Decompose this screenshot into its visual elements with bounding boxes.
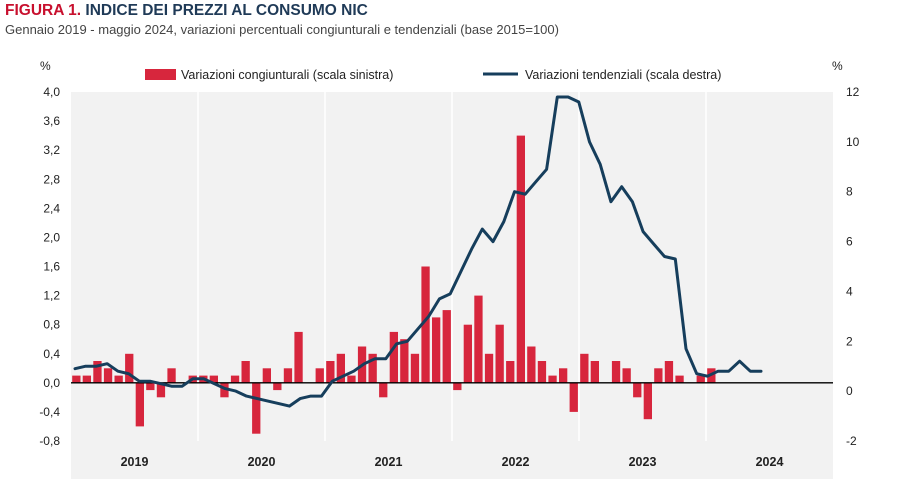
bar [146,382,155,391]
left-tick-label: 4,0 [43,85,60,99]
right-tick-label: 10 [846,135,860,149]
year-label: 2020 [248,455,276,469]
left-tick-label: 3,6 [43,114,60,128]
x-axis-band [71,441,833,479]
left-axis-ticks: 4,0 3,6 3,2 2,8 2,4 2,0 1,6 1,2 0,8 0,4 0,0 -0,4 -0,… [39,85,60,448]
year-label: 2022 [502,455,530,469]
bar [273,382,282,391]
left-tick-label: 0,0 [43,376,60,390]
bar [230,375,240,383]
year-labels: 2019 2020 2021 2022 2023 2024 [121,455,784,469]
bar [315,368,324,383]
year-label: 2023 [629,455,657,469]
left-tick-label: 2,4 [43,201,60,215]
bar [241,361,250,383]
bar [569,382,578,412]
bar [654,368,663,383]
bar [474,295,483,383]
left-tick-label: 1,2 [43,289,60,303]
bar [135,382,144,427]
bar [326,361,335,383]
chart-subtitle: Gennaio 2019 - maggio 2024, variazioni p… [5,22,559,37]
bar [442,310,451,383]
bar [495,324,504,383]
figure-label: FIGURA 1. [5,2,82,19]
bar [93,361,102,383]
bar [156,382,166,398]
year-label: 2024 [756,455,784,469]
bar [336,353,345,383]
bar-series [72,135,716,434]
bar [453,382,462,391]
bar [463,324,472,383]
bar [72,375,81,383]
bar [696,375,705,383]
bar [516,135,525,383]
bar [421,266,430,383]
bar [125,353,134,383]
trend-line [73,95,763,408]
bar [294,331,303,383]
bar [432,317,441,383]
bar [622,368,631,383]
right-tick-label: -2 [846,434,857,448]
left-tick-label: -0,8 [39,434,60,448]
bar [664,361,674,383]
bar [220,382,229,398]
legend-bar-swatch [145,69,176,80]
bar [252,382,261,434]
legend-bar-label: Variazioni congiunturali (scala sinistra… [181,68,393,82]
bar [103,368,113,383]
year-label: 2019 [121,455,149,469]
bar [410,353,420,383]
bar [559,368,568,383]
year-label: 2021 [375,455,403,469]
right-tick-label: 4 [846,284,853,298]
bar [262,368,271,383]
legend: Variazioni congiunturali (scala sinistra… [145,68,721,82]
bar [114,375,123,383]
left-tick-label: 1,6 [43,260,60,274]
bar [548,375,557,383]
right-axis-unit: % [832,59,843,73]
left-tick-label: 0,4 [43,347,60,361]
chart-title: FIGURA 1. INDICE DEI PREZZI AL CONSUMO N… [5,2,368,20]
right-axis-ticks: 12 10 8 6 4 2 0 -2 [846,85,860,448]
bar [675,375,684,383]
bar [643,382,652,420]
bar [633,382,642,398]
right-tick-label: 8 [846,185,853,199]
bar [580,353,589,383]
right-tick-label: 12 [846,85,860,99]
bar [368,353,377,383]
left-tick-label: 2,0 [43,230,60,244]
right-tick-label: 0 [846,384,853,398]
figure-title: INDICE DEI PREZZI AL CONSUMO NIC [85,2,368,19]
bar [389,331,398,383]
left-tick-label: 0,8 [43,318,60,332]
bar [484,353,494,383]
left-tick-label: -0,4 [39,405,60,419]
bar [167,368,176,383]
bar [379,382,388,398]
bar [347,375,356,383]
bar [537,361,547,383]
bar [611,361,621,383]
bar [209,375,218,383]
right-tick-label: 6 [846,235,853,249]
legend-line-label: Variazioni tendenziali (scala destra) [525,68,721,82]
left-axis-unit: % [40,59,51,73]
bar [82,375,91,383]
right-tick-label: 2 [846,334,853,348]
bar [590,361,599,383]
left-tick-label: 3,2 [43,143,60,157]
bar [506,361,515,383]
bar [283,368,293,383]
left-tick-label: 2,8 [43,172,60,186]
bar [527,346,536,383]
bar [400,339,409,383]
